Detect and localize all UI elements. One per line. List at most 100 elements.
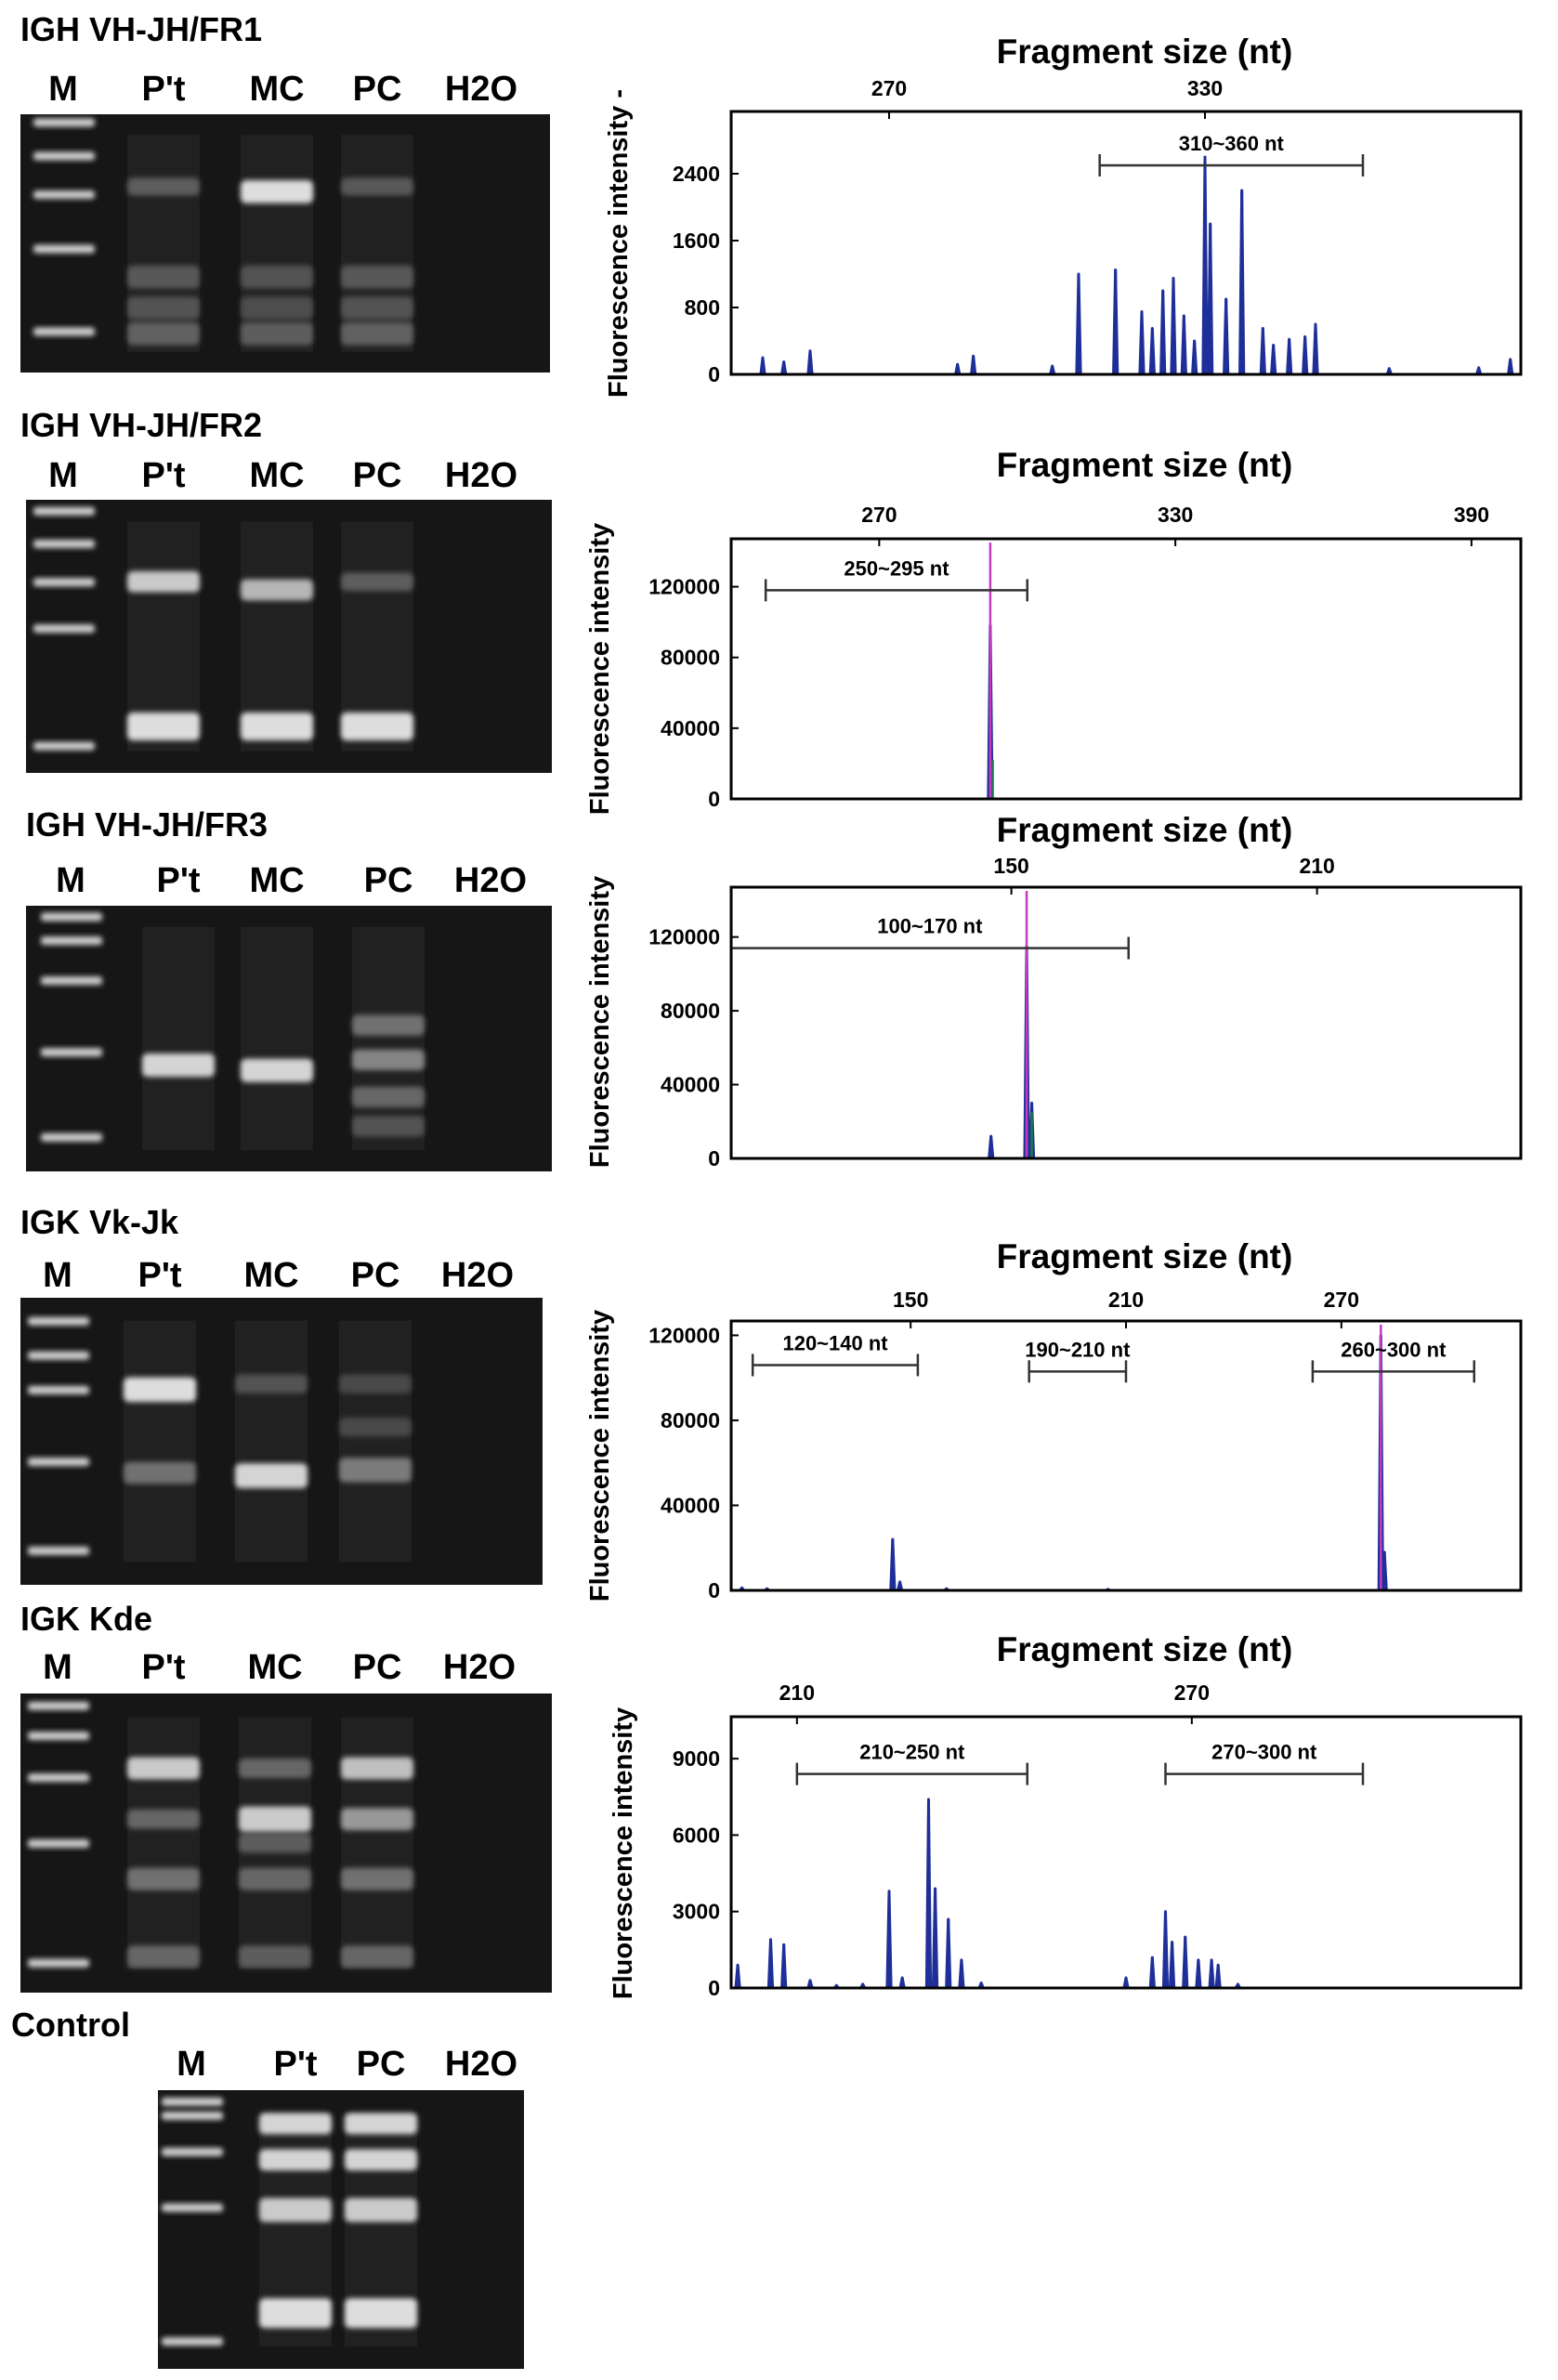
- chart-0-range-label: 310~360 nt: [1179, 132, 1285, 155]
- panel-2-title: IGH VH-JH/FR3: [26, 805, 268, 843]
- chart-0-y-tick-label: 2400: [673, 162, 720, 186]
- panel-3-ladder-band: [28, 1351, 89, 1360]
- control-lane-label-2: PC: [357, 2045, 406, 2084]
- control-sample-band: [259, 2112, 332, 2135]
- panel-3-lane-smear: [235, 1320, 308, 1563]
- chart-3-x-tick-label: 150: [893, 1288, 928, 1312]
- panel-0-ladder-band: [33, 118, 95, 127]
- panel-0-title: IGH VH-JH/FR1: [20, 10, 262, 48]
- panel-4-lane-smear: [341, 1717, 413, 1969]
- chart-0-ylabel: Fluorescence intensity -: [604, 89, 634, 398]
- panel-3-sample-band: [339, 1417, 412, 1437]
- chart-3-x-tick-label: 210: [1108, 1288, 1144, 1312]
- panel-1-ladder-band: [33, 506, 95, 516]
- chart-4-y-tick-label: 0: [708, 1976, 720, 2000]
- panel-4-lane-label-0: M: [43, 1648, 72, 1687]
- panel-0-sample-band: [341, 296, 413, 320]
- panel-2-ladder-band: [41, 1048, 102, 1057]
- panel-0-sample-band: [241, 296, 313, 320]
- panel-2-lane-label-2: MC: [249, 861, 304, 900]
- chart-2-y-tick-label: 40000: [661, 1073, 720, 1097]
- chart-1-ylabel: Fluorescence intensity: [585, 523, 615, 815]
- panel-0-ladder-band: [33, 190, 95, 200]
- panel-2-lane-smear: [142, 926, 215, 1151]
- control-lane-label-1: P't: [273, 2045, 317, 2084]
- panel-4-lane-label-1: P't: [141, 1648, 185, 1687]
- panel-3-gel: M P't MC PC H2O: [20, 1256, 543, 1585]
- chart-0-y-tick-label: 0: [708, 362, 720, 386]
- chart-1-frame: [729, 537, 1523, 801]
- panel-4-sample-band: [239, 1945, 311, 1968]
- chart-2-y-tick-label: 0: [708, 1146, 720, 1170]
- panel-2-lane-label-1: P't: [156, 861, 200, 900]
- panel-3-lane-smear: [124, 1320, 196, 1563]
- chart-3-range-label: 120~140 nt: [782, 1331, 888, 1354]
- control-sample-band: [345, 2112, 417, 2135]
- chart-2-title: Fragment size (nt): [997, 811, 1293, 849]
- panel-0-ladder-band: [33, 151, 95, 161]
- panel-4-ladder-band: [28, 1773, 89, 1783]
- chart-0-y-tick-label: 1600: [673, 229, 720, 253]
- control-sample-band: [345, 2298, 417, 2328]
- panel-4-sample-band: [239, 1867, 311, 1890]
- panel-2-sample-band: [352, 1049, 425, 1071]
- panel-3-lane-label-0: M: [43, 1256, 72, 1295]
- panel-1-sample-band: [241, 579, 313, 601]
- chart-3-y-tick-label: 120000: [648, 1323, 720, 1347]
- panel-1-title: IGH VH-JH/FR2: [20, 406, 262, 444]
- chart-3-title: Fragment size (nt): [997, 1237, 1293, 1275]
- panel-2-ladder-band: [41, 936, 102, 946]
- panel-2-gel: M P't MC PC H2O: [26, 861, 552, 1171]
- chart-2-x-tick-label: 210: [1299, 854, 1334, 878]
- panel-4-lane-label-3: PC: [353, 1648, 402, 1687]
- panel-4-lane-label-2: MC: [247, 1648, 302, 1687]
- panel-4-lane-smear: [127, 1717, 200, 1969]
- panel-4-ladder-band: [28, 1732, 89, 1741]
- panel-0-ladder-band: [33, 244, 95, 254]
- chart-3-x-tick-label: 270: [1324, 1288, 1359, 1312]
- panel-0-sample-band: [127, 321, 200, 346]
- chart-1-series-0-line: [731, 623, 1521, 801]
- panel-3-lane-label-1: P't: [137, 1256, 181, 1295]
- control-ladder-band: [162, 2337, 223, 2346]
- chart-3-range-label: 260~300 nt: [1341, 1338, 1447, 1361]
- panel-3-gel-background: [20, 1298, 543, 1585]
- control-ladder-band: [162, 2098, 223, 2106]
- panel-3-ladder-band: [28, 1546, 89, 1555]
- chart-3: Fragment size (nt) Fluorescence intensity…: [585, 1237, 1523, 1602]
- panel-3-title: IGK Vk-Jk: [20, 1203, 179, 1241]
- chart-4-y-tick-label: 6000: [673, 1823, 720, 1847]
- control-sample-band: [259, 2198, 332, 2222]
- panel-0-sample-band: [341, 177, 413, 196]
- panel-3-lane-label-3: PC: [351, 1256, 400, 1295]
- control-ladder-band: [162, 2148, 223, 2156]
- panel-0-lane-label-2: MC: [249, 70, 304, 109]
- chart-2-series-0-line: [731, 945, 1521, 1160]
- panel-1-lane-label-1: P't: [141, 456, 185, 495]
- panel-2-sample-band: [241, 1058, 313, 1082]
- chart-2-frame: [729, 885, 1523, 1160]
- chart-2-y-tick-label: 120000: [648, 925, 720, 949]
- panel-0-sample-band: [241, 180, 313, 203]
- chart-2-ylabel: Fluorescence intensity: [585, 876, 615, 1168]
- panel-4-ladder-band: [28, 1701, 89, 1710]
- panel-3-ladder-band: [28, 1316, 89, 1326]
- panel-1-sample-band: [241, 712, 313, 741]
- panel-3-sample-band: [124, 1461, 196, 1484]
- chart-2-x-tick-label: 150: [993, 854, 1028, 878]
- chart-0-x-tick-label: 330: [1187, 76, 1223, 100]
- panel-3-sample-band: [339, 1458, 412, 1483]
- panel-1-lane-label-0: M: [48, 456, 78, 495]
- chart-1: Fragment size (nt) Fluorescence intensity…: [585, 446, 1523, 815]
- control-title: Control: [11, 2006, 130, 2044]
- panel-4-sample-band: [341, 1757, 413, 1780]
- panel-3-sample-band: [235, 1374, 308, 1393]
- control-ladder-band: [162, 2203, 223, 2212]
- panel-3-ladder-band: [28, 1458, 89, 1467]
- panel-4-lane-label-4: H2O: [443, 1648, 516, 1687]
- panel-2-lane-label-4: H2O: [454, 861, 527, 900]
- chart-1-y-tick-label: 0: [708, 787, 720, 811]
- chart-4-series-0-line: [731, 1798, 1521, 1990]
- control-sample-band: [345, 2149, 417, 2171]
- panel-3-sample-band: [124, 1377, 196, 1403]
